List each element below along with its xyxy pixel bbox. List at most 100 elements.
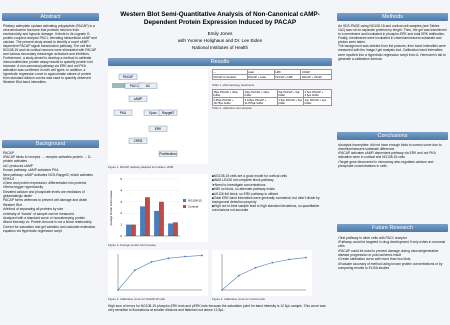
node-box [138, 82, 158, 89]
node-label: AC [146, 84, 151, 88]
node-box [158, 150, 178, 157]
list-item: •Gene and protein expression: differenti… [3, 181, 87, 186]
node-label: Rapgef2 [162, 111, 174, 115]
list-item: •PACAP could be used to prevent damage d… [338, 248, 439, 257]
axis-title: Average Protein Fold Increase [109, 190, 113, 226]
node-box [158, 109, 178, 116]
list-item: •Intensity of “bands” of sample can be m… [3, 211, 74, 216]
title: Western Blot Semi-Quantitative Analysis … [120, 11, 320, 26]
y-tick-label: 2 [120, 211, 122, 215]
conclusions-list: •Analysis incomplete: did not have enoug… [338, 143, 447, 218]
point [288, 258, 291, 261]
diagram-labels: PACAP PAC1 AC cAMP PKA Epac Rapgef2 ERK CREB Prol… [113, 73, 178, 157]
bar-chart: Average Protein Fold Increase 0 1 2 3 4 5 NG108… [108, 174, 208, 242]
y-tick-label: 3 [120, 200, 122, 204]
table-caption: Table 1. pharmacology treatments [212, 83, 255, 87]
section-heading: Results [108, 58, 332, 66]
table-cell: 5µL PACAP + 5µL buffer [276, 89, 305, 98]
table-caption: Table 2. calibration test samples [212, 106, 252, 110]
list-item: •Evaluate accuracy of method using known… [338, 261, 443, 270]
point [184, 255, 187, 258]
figure-caption: Figure 1. PACAP pathway adapted from Eid… [108, 165, 174, 169]
table-cell: 1µL PACAP + 1µL buffer [303, 97, 332, 106]
point [117, 289, 119, 291]
list-item: •Pathway could be targeted in drug devel… [338, 240, 446, 249]
table-row: 6.25µL PACAP + 18.75µL buffer 3.125µL PAC… [211, 97, 332, 106]
legend-label: Cortical [188, 205, 199, 209]
figure-caption: Figure 3. Calibration curve for NG108-15… [108, 297, 165, 301]
y-tick-label: 4 [120, 188, 122, 192]
node-box [113, 109, 133, 116]
list-item: ■High not to-bind sample lead to high st… [212, 204, 320, 213]
point [167, 257, 170, 260]
point [201, 254, 203, 257]
node-box [118, 73, 138, 80]
table-cell: PACAP + H89 [274, 74, 302, 80]
section-heading: Conclusions [337, 132, 448, 140]
node-label: PKA [120, 111, 127, 115]
bar [154, 210, 159, 236]
table-cell: 10µL PACAP + 10µL buffer [243, 89, 278, 98]
line-chart [108, 250, 208, 296]
chart-bg [212, 250, 312, 296]
abstract-text: Pituitary adenylate cyclase activating p… [3, 24, 97, 85]
section-heading: Methods [337, 13, 448, 21]
section-heading: Future Research [337, 224, 448, 232]
background-list: PACAP •PACAP binds to receptor → receptor… [3, 151, 98, 323]
list-item: ■WAS U0126 not complete block pathway [212, 178, 274, 183]
curve [221, 257, 307, 291]
list-item: PACAP forms defenses to prevent cell dam… [3, 198, 88, 203]
node-label: PAC1 [130, 84, 138, 88]
list-item: ■U0126 full block, so ERK pathway is uti… [212, 191, 279, 196]
y-tick-label: 0 [120, 234, 122, 238]
bar [140, 206, 145, 236]
list-item: •Band intensity vs. Protein Amount is no… [3, 220, 92, 225]
table-cell: PACAP + U0126 [300, 74, 332, 80]
table1: --- sstat H89 U0126 PACAP or forskolin PACAP … [212, 69, 332, 80]
table2: 25µL PACAP + 25µL buffer 10µL PACAP + 10µ… [211, 89, 332, 106]
curve [117, 255, 203, 291]
footnote: High sum of errors for NG108-15 phospho-… [108, 304, 326, 313]
list-item: •PACAP binds to receptor → receptor acti… [3, 155, 92, 164]
table-row: PACAP or forskolin PACAP + sstat PACAP + H… [212, 74, 332, 80]
institution: National Institutes of Health [191, 45, 249, 50]
node-label: ERK [155, 127, 162, 131]
list-item: •PACAP activates cAMP-dependent pathway … [338, 151, 436, 160]
point [133, 269, 136, 272]
legend-label: NG108-15 [188, 199, 202, 203]
point [150, 261, 153, 263]
table-cell: 3.125µL PACAP + 21.875µL buffer [243, 97, 278, 106]
table-cell: 25µL PACAP + 25µL buffer [211, 89, 245, 98]
bar [131, 224, 136, 236]
list-item: An SDS-PAGE using NG108-15 and cortical … [338, 24, 447, 45]
list-item: Correct for saturation and gel variation… [3, 224, 96, 233]
y-tick-label: 1 [120, 223, 122, 227]
node-label: cAMP [134, 97, 143, 101]
chart-bg [108, 250, 208, 296]
figure-caption: Figure 2. Average protein fold increase [108, 243, 156, 247]
node-label: CREB [134, 139, 143, 143]
list-item: ■H89 no block, so alternate pathway exis… [212, 187, 275, 192]
node-box [128, 95, 148, 102]
list-item: Analyzed with a standard curve or housek… [3, 215, 86, 220]
list-item: PACAP [3, 151, 14, 155]
methods-text: An SDS-PAGE using NG108-15 and cortical … [338, 24, 447, 124]
legend-swatch [183, 205, 186, 208]
table-cell: 6.25µL PACAP + 18.75µL buffer [211, 97, 245, 106]
table-cell: PACAP + sstat [246, 74, 276, 80]
list-item: •Test pathway in other cells with PAC1 r… [338, 236, 407, 240]
table: --- sstat H89 U0126 PACAP or forskolin PACAP … [212, 69, 332, 80]
table-cell: 1.5µL PACAP + 5µL buffer [276, 97, 305, 106]
author: Emily Jones [207, 31, 233, 36]
future-list: •Test pathway in other cells with PAC1 r… [338, 236, 447, 316]
list-item: Western Blot [3, 202, 22, 207]
point [271, 261, 274, 264]
legend-swatch [183, 199, 186, 202]
pathway-diagram: PACAP PAC1 AC cAMP PKA Epac Rapgef2 ERK CREB Prol… [108, 69, 208, 164]
list-item: •Target gene discovered in microarray al… [338, 159, 434, 168]
table-cell: PACAP or forskolin [212, 74, 248, 80]
point [305, 256, 307, 259]
point [254, 266, 257, 269]
bar [168, 223, 173, 236]
list-item: ■NG108-15 cells are a good model for cor… [212, 174, 287, 178]
